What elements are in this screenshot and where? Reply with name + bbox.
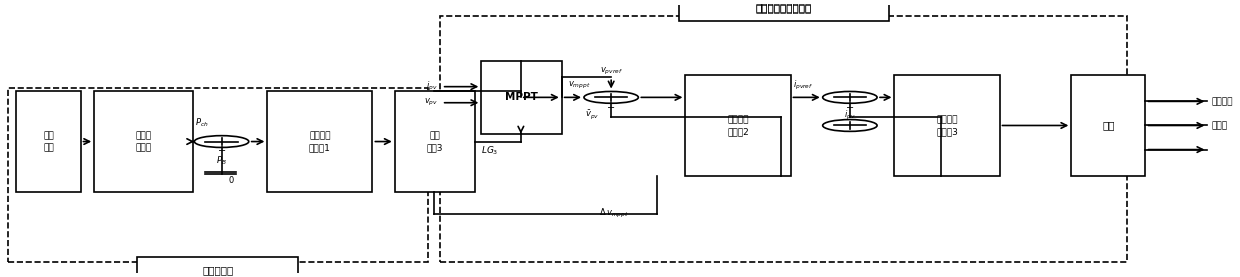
Text: 极信号: 极信号	[1211, 121, 1228, 130]
Circle shape	[195, 136, 249, 147]
Text: 荷电
状态: 荷电 状态	[43, 131, 53, 152]
Bar	[94, 91, 193, 193]
Text: 比例积分
控制器1: 比例积分 控制器1	[309, 131, 331, 152]
Text: 0: 0	[229, 176, 234, 185]
Circle shape	[584, 91, 639, 103]
Text: $\Delta\,v_{mppt}$: $\Delta\,v_{mppt}$	[599, 207, 629, 220]
Bar	[138, 257, 299, 277]
Bar	[268, 91, 372, 193]
Circle shape	[822, 91, 877, 103]
Text: 光伏发电功率控制器: 光伏发电功率控制器	[755, 3, 812, 13]
Bar	[481, 61, 562, 134]
Circle shape	[822, 120, 877, 131]
Text: 比例积分
控制器3: 比例积分 控制器3	[936, 115, 959, 136]
Text: 光伏发电功率控制器: 光伏发电功率控制器	[755, 3, 812, 13]
Bar	[394, 91, 475, 193]
Text: 调制: 调制	[1102, 120, 1115, 130]
Text: $i_{pv}$: $i_{pv}$	[844, 109, 856, 122]
Text: $i_{pvref}$: $i_{pvref}$	[794, 79, 813, 92]
Text: $P_B$: $P_B$	[216, 155, 227, 167]
Text: 封锁
逻辑3: 封锁 逻辑3	[427, 131, 443, 152]
Text: $P_{ch}$: $P_{ch}$	[195, 117, 208, 129]
Bar	[7, 88, 428, 262]
Text: −: −	[608, 103, 615, 113]
Bar	[1071, 75, 1146, 176]
Text: MPPT: MPPT	[505, 92, 538, 102]
Text: $v_{pv}$: $v_{pv}$	[424, 97, 438, 108]
Text: 开关管门: 开关管门	[1211, 97, 1233, 106]
Text: $LG_3$: $LG_3$	[481, 145, 498, 157]
Bar	[686, 75, 791, 176]
Bar	[440, 16, 1127, 262]
Text: $v_{mppt}$: $v_{mppt}$	[568, 80, 590, 91]
Text: 充电控制器: 充电控制器	[202, 265, 233, 275]
Text: 电池充
电曲线: 电池充 电曲线	[135, 131, 151, 152]
Bar	[16, 91, 81, 193]
Bar	[894, 75, 999, 176]
Text: $i_{pv}$: $i_{pv}$	[427, 80, 438, 93]
Text: −: −	[217, 146, 226, 156]
Text: −: −	[846, 103, 854, 113]
Text: $v_{pvref}$: $v_{pvref}$	[600, 66, 622, 77]
Text: 比例积分
控制器2: 比例积分 控制器2	[727, 115, 749, 136]
Bar	[678, 0, 889, 21]
Text: $\bar{v}_{pv}$: $\bar{v}_{pv}$	[585, 108, 600, 121]
